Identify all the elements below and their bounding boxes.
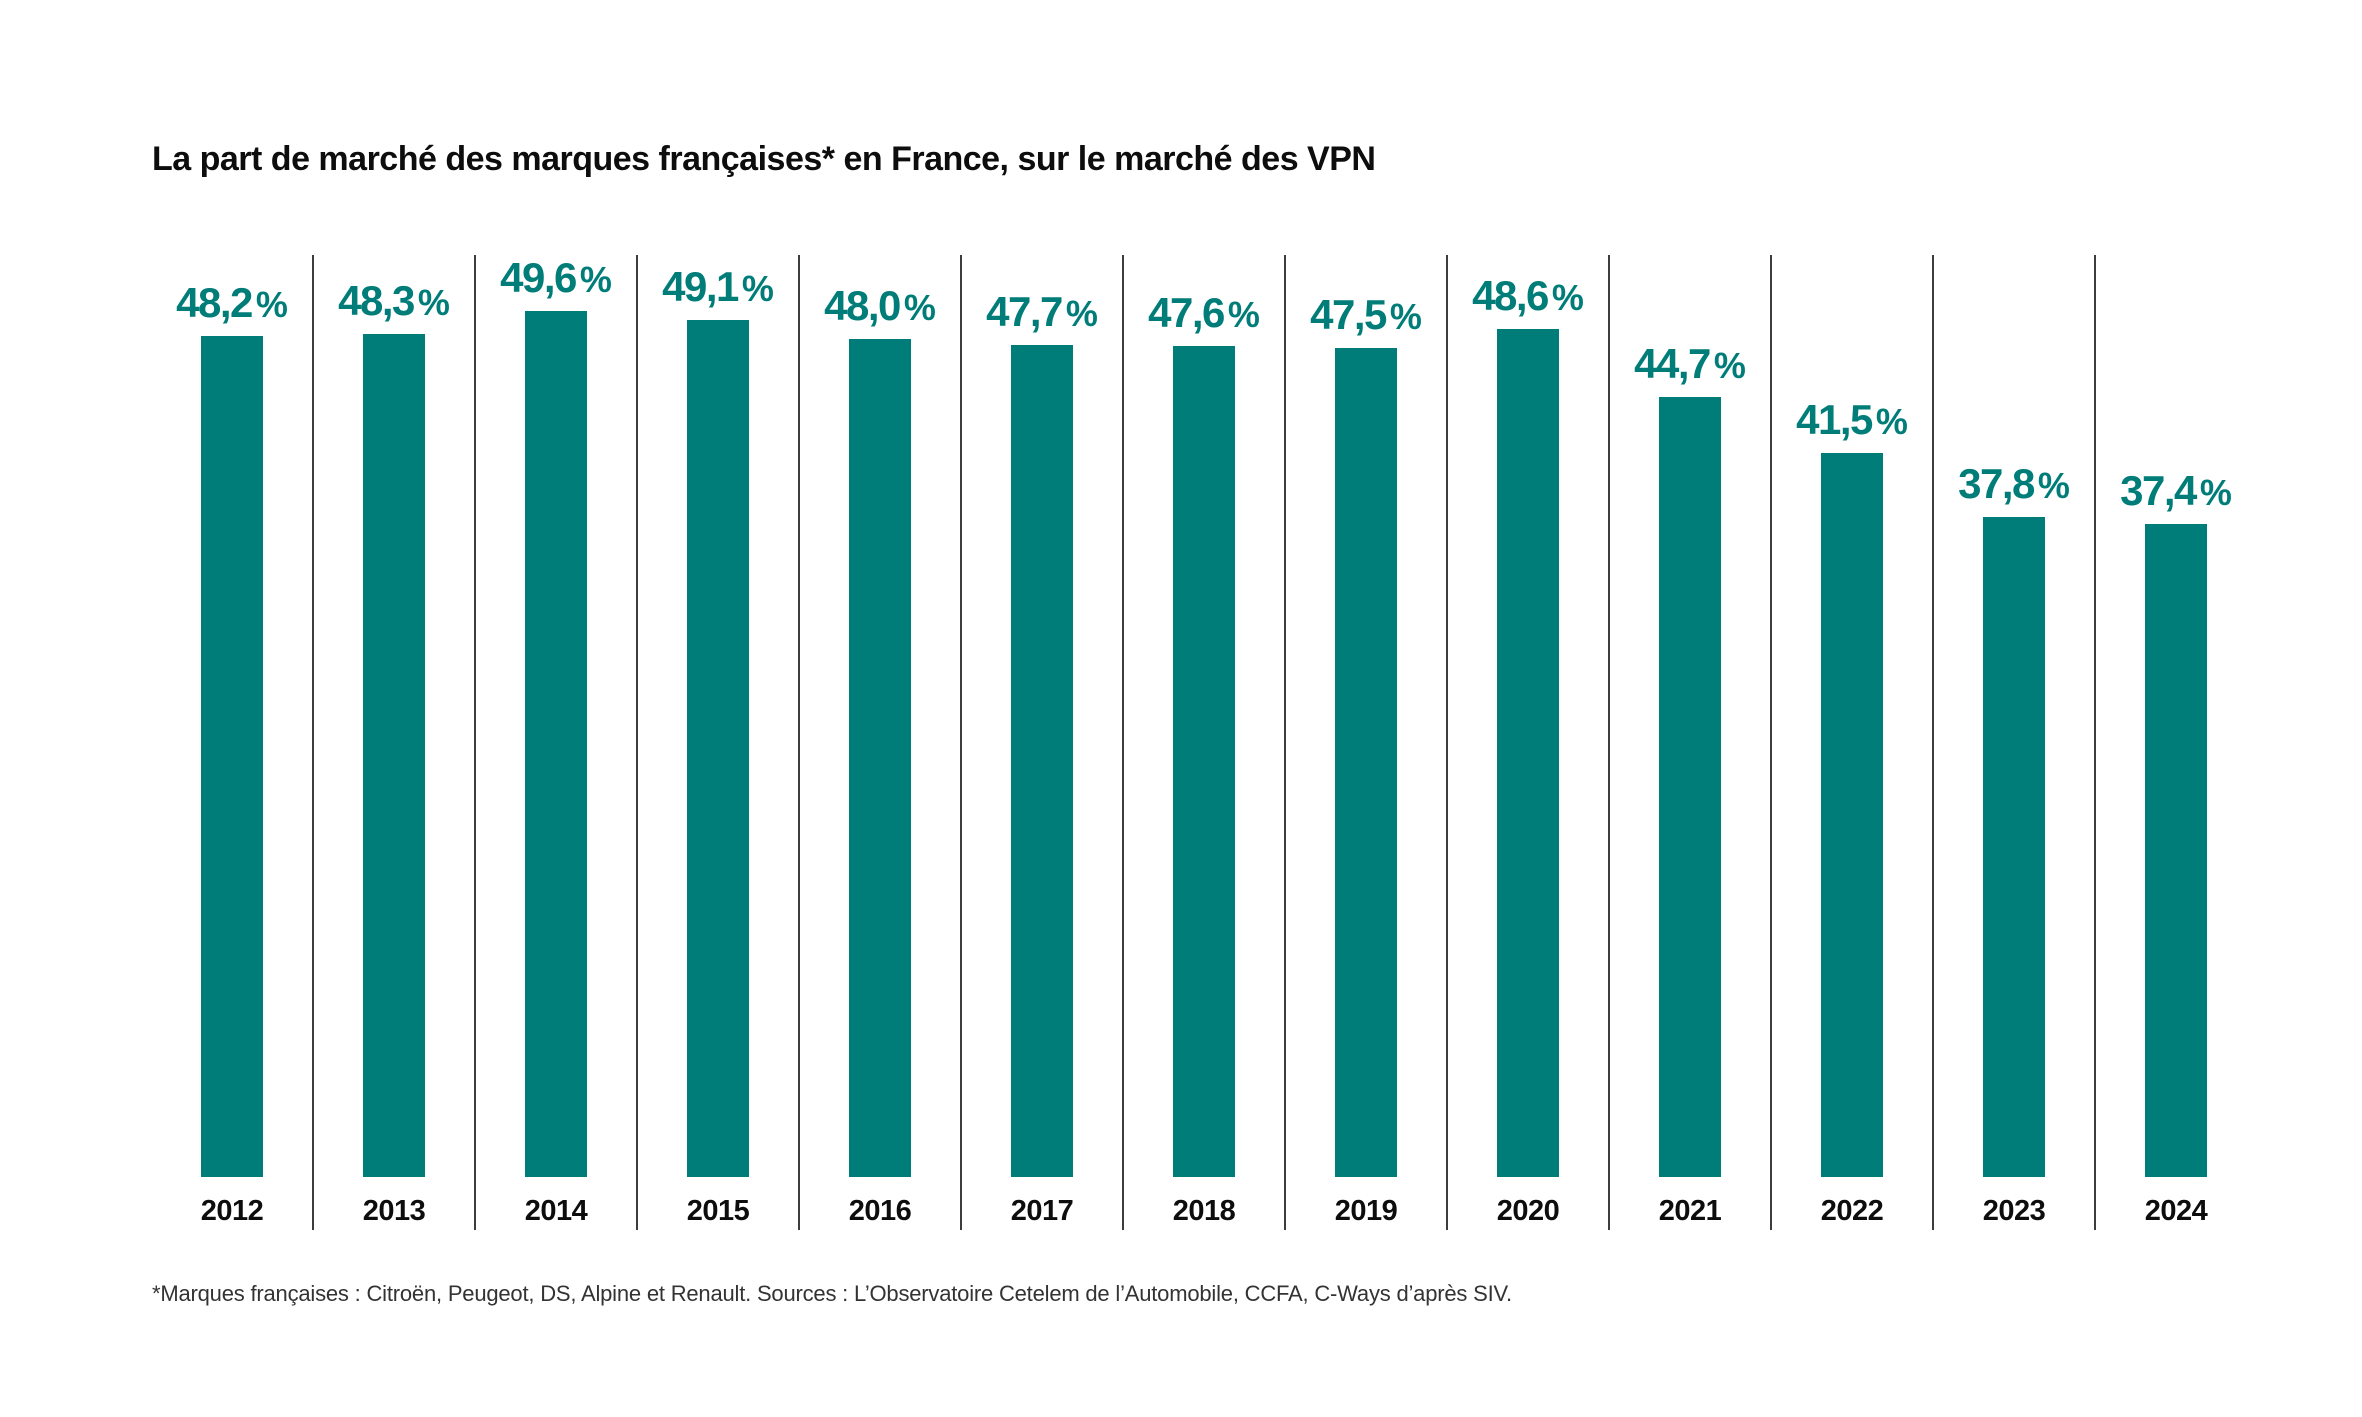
percent-sign: % <box>579 259 612 300</box>
bar <box>1497 329 1559 1177</box>
bar <box>1011 345 1073 1177</box>
bar <box>363 334 425 1177</box>
bar-value: 49,6 <box>500 254 577 301</box>
bar-value-label: 47,7% <box>942 288 1142 336</box>
bar-value-label: 47,6% <box>1104 289 1304 337</box>
bar-value: 48,3 <box>338 277 415 324</box>
percent-sign: % <box>2199 472 2232 513</box>
percent-sign: % <box>903 287 936 328</box>
chart-column: 44,7% 2021 <box>1610 255 1772 1230</box>
chart-column: 48,2% 2012 <box>152 255 314 1230</box>
bar <box>1983 517 2045 1177</box>
year-label: 2012 <box>200 1195 264 1227</box>
bar-value-label: 44,7% <box>1590 340 1790 388</box>
bar-value-label: 48,6% <box>1428 272 1628 320</box>
chart-title: La part de marché des marques françaises… <box>152 140 1376 178</box>
chart-column: 37,8% 2023 <box>1934 255 2096 1230</box>
chart-column: 48,0% 2016 <box>800 255 962 1230</box>
bar-value: 48,6 <box>1472 272 1549 319</box>
bar <box>1659 397 1721 1177</box>
bar-value: 48,2 <box>176 279 253 326</box>
bar-value-label: 37,4% <box>2076 467 2276 515</box>
bar-value: 49,1 <box>662 263 739 310</box>
chart-column: 49,6% 2014 <box>476 254 638 1230</box>
bar-value: 47,6 <box>1148 289 1225 336</box>
footnote: *Marques françaises : Citroën, Peugeot, … <box>152 1281 1512 1306</box>
bar-value: 47,5 <box>1310 291 1387 338</box>
year-label: 2013 <box>362 1195 426 1227</box>
year-label: 2020 <box>1496 1195 1560 1227</box>
year-label: 2024 <box>2144 1195 2208 1227</box>
chart-column: 47,5% 2019 <box>1286 255 1448 1230</box>
bar <box>201 336 263 1177</box>
bar-value-label: 49,1% <box>618 263 818 311</box>
year-label: 2019 <box>1334 1195 1398 1227</box>
year-label: 2018 <box>1172 1195 1236 1227</box>
bar-value: 37,4 <box>2120 467 2197 514</box>
year-label: 2014 <box>524 1195 588 1227</box>
percent-sign: % <box>1065 293 1098 334</box>
bar-value-label: 49,6% <box>456 254 656 302</box>
bar <box>849 339 911 1177</box>
percent-sign: % <box>1875 401 1908 442</box>
year-label: 2023 <box>1982 1195 2046 1227</box>
bar <box>687 320 749 1177</box>
percent-sign: % <box>255 284 288 325</box>
bar-chart: 48,2% 2012 48,3% 2013 49,6% 2014 49,1% 2… <box>152 254 2256 1230</box>
bar-value-label: 41,5% <box>1752 396 1952 444</box>
bar-value: 41,5 <box>1796 396 1873 443</box>
year-label: 2015 <box>686 1195 750 1227</box>
percent-sign: % <box>741 268 774 309</box>
bar-value-label: 37,8% <box>1914 460 2114 508</box>
year-label: 2016 <box>848 1195 912 1227</box>
bar <box>525 311 587 1177</box>
percent-sign: % <box>1713 345 1746 386</box>
chart-column: 41,5% 2022 <box>1772 255 1934 1230</box>
chart-column: 48,6% 2020 <box>1448 255 1610 1230</box>
chart-column: 49,1% 2015 <box>638 255 800 1230</box>
bar-value: 48,0 <box>824 282 901 329</box>
bar <box>1335 348 1397 1177</box>
bar-value-label: 48,2% <box>132 279 332 327</box>
bar-value: 44,7 <box>1634 340 1711 387</box>
year-label: 2022 <box>1820 1195 1884 1227</box>
percent-sign: % <box>2037 465 2070 506</box>
chart-column: 48,3% 2013 <box>314 255 476 1230</box>
year-label: 2021 <box>1658 1195 1722 1227</box>
bar-value-label: 48,3% <box>294 277 494 325</box>
chart-column: 37,4% 2024 <box>2096 255 2256 1230</box>
year-label: 2017 <box>1010 1195 1074 1227</box>
bar-value-label: 47,5% <box>1266 291 1466 339</box>
chart-column: 47,6% 2018 <box>1124 255 1286 1230</box>
bar-value: 37,8 <box>1958 460 2035 507</box>
chart-column: 47,7% 2017 <box>962 255 1124 1230</box>
bar-value-label: 48,0% <box>780 282 980 330</box>
percent-sign: % <box>1551 277 1584 318</box>
bar-value: 47,7 <box>986 288 1063 335</box>
percent-sign: % <box>1227 294 1260 335</box>
bar <box>1173 346 1235 1177</box>
percent-sign: % <box>417 282 450 323</box>
bar <box>2145 524 2207 1177</box>
bar <box>1821 453 1883 1177</box>
percent-sign: % <box>1389 296 1422 337</box>
